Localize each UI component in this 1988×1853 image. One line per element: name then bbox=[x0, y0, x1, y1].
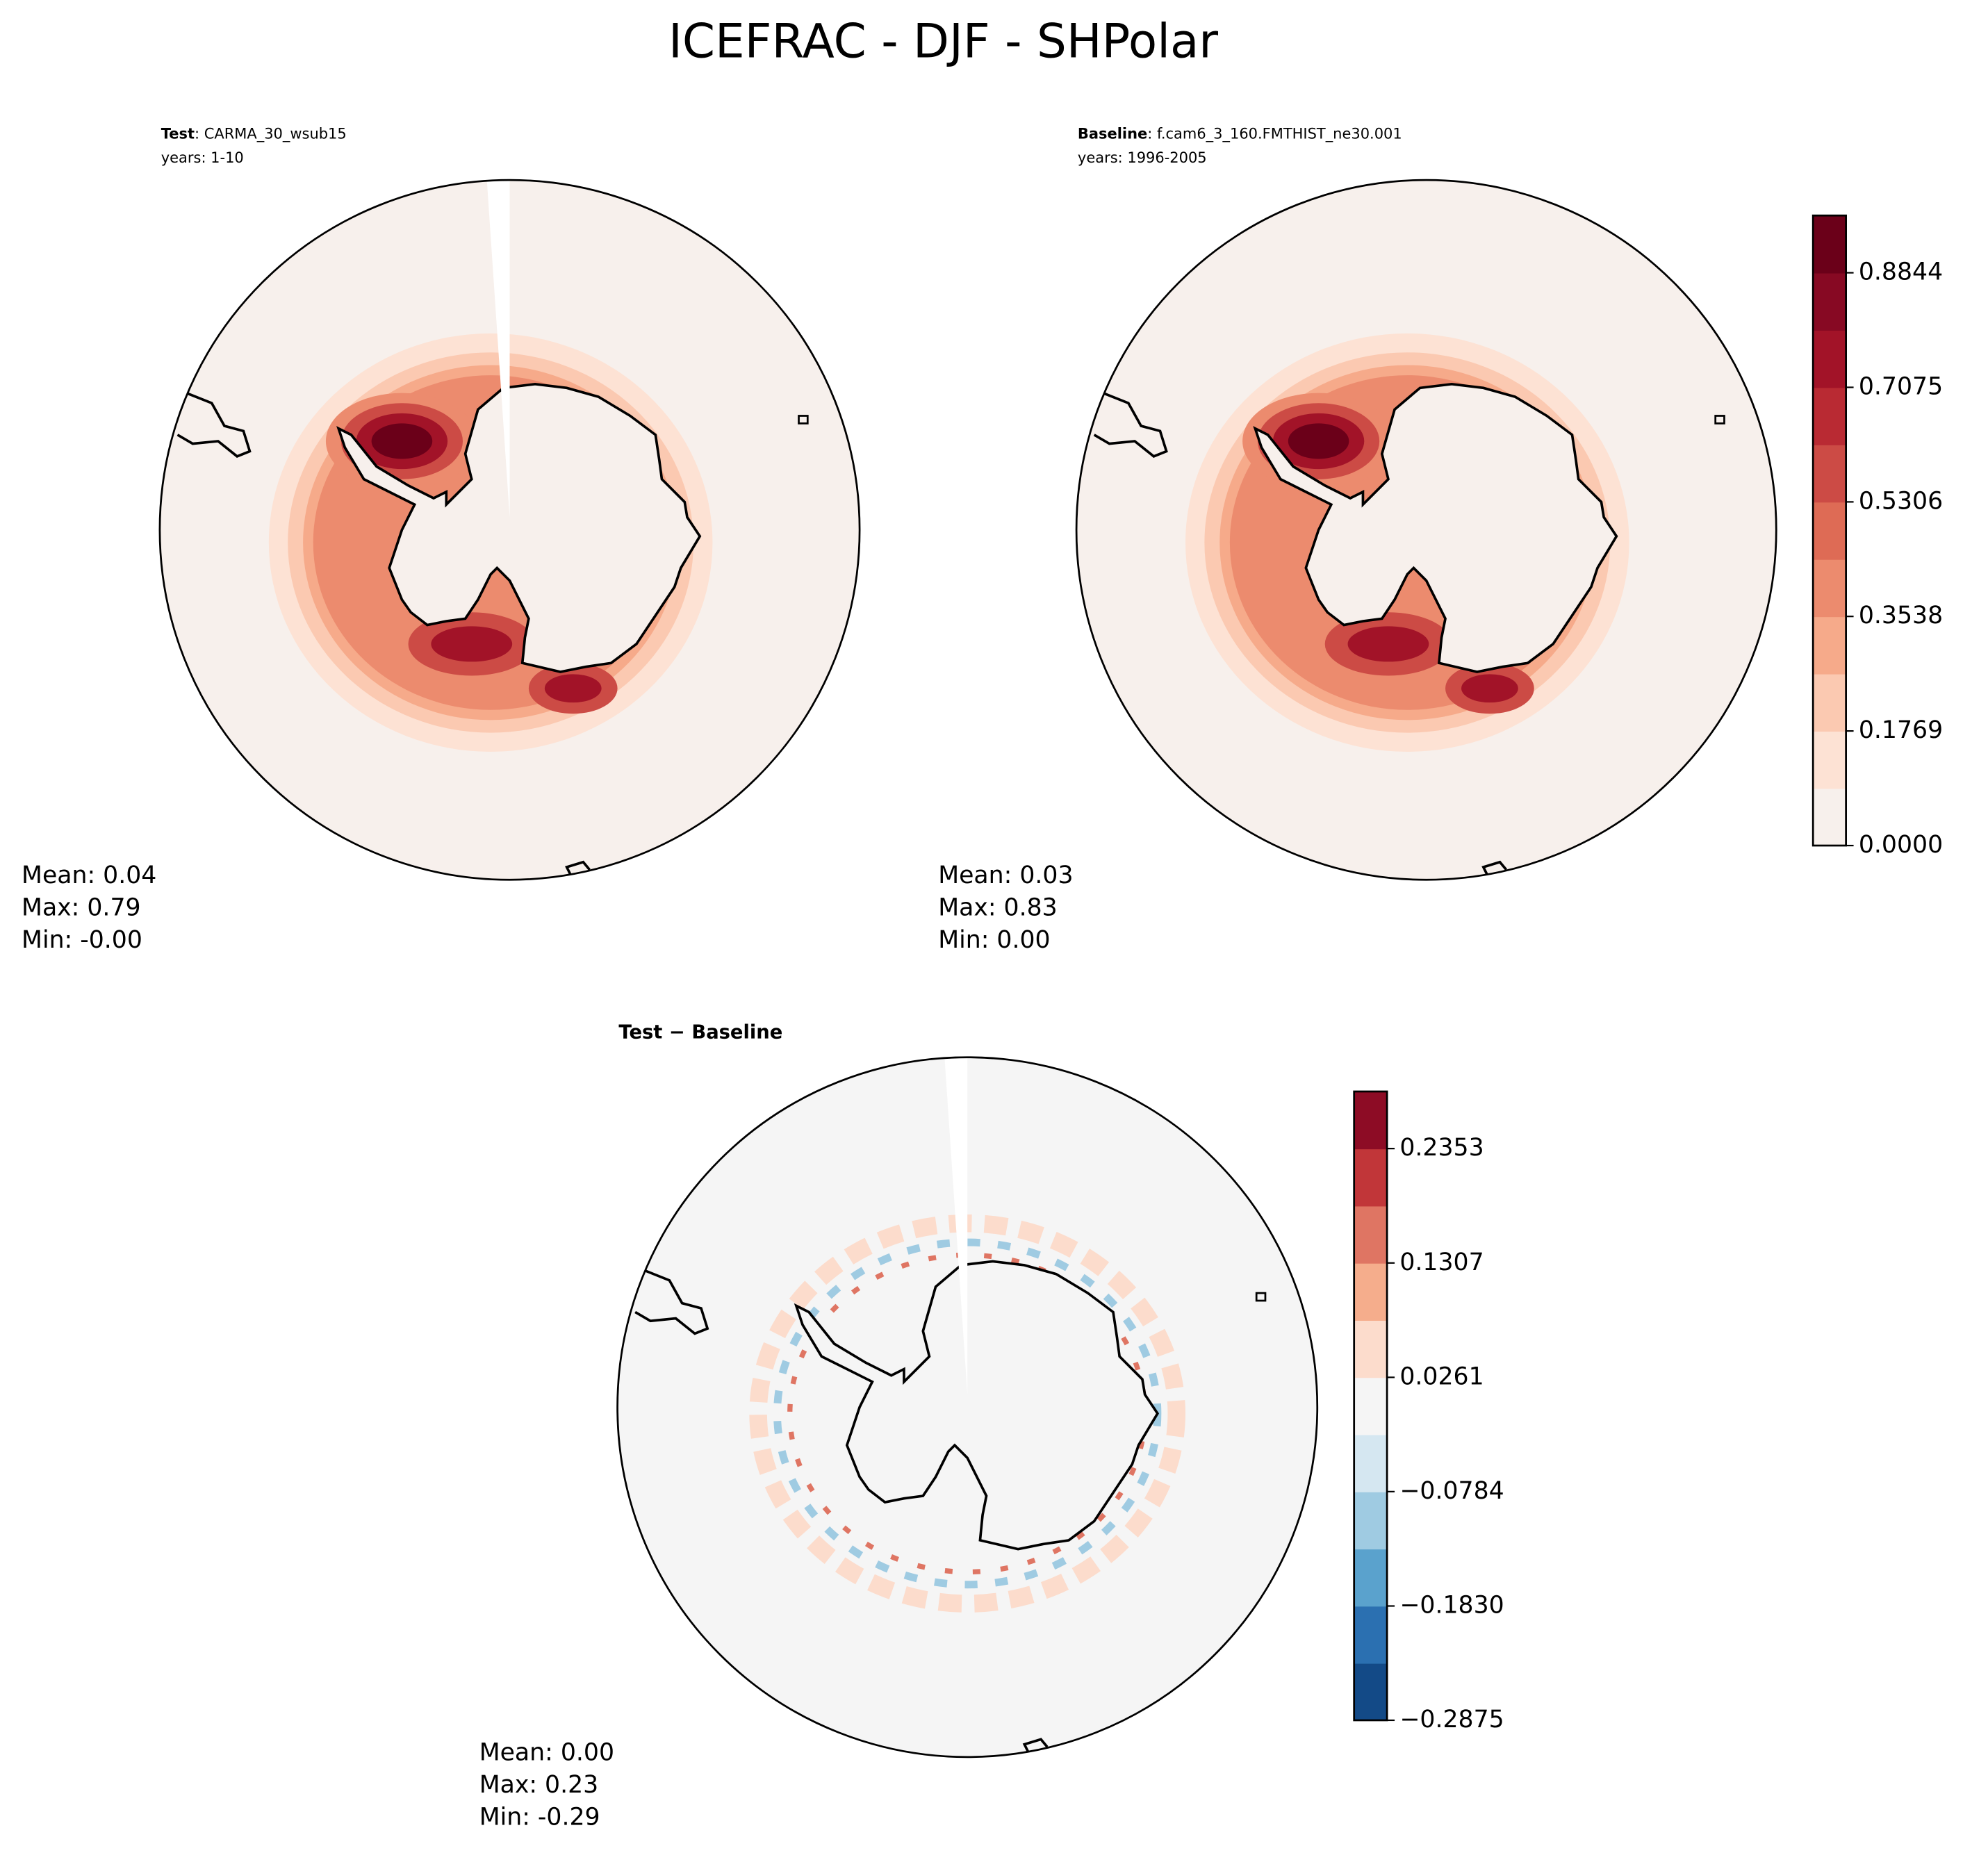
colorbar-band bbox=[1813, 673, 1846, 732]
colorbar-band bbox=[1813, 616, 1846, 675]
island bbox=[1022, 1738, 1049, 1757]
south-america bbox=[1076, 391, 1168, 458]
ice-core bbox=[431, 626, 513, 662]
colorbar-tick-label: 0.3538 bbox=[1859, 602, 1943, 629]
stat-text: Mean: 0.00 bbox=[479, 1738, 614, 1766]
map-boundary bbox=[158, 179, 861, 881]
colorbar-tick-label: 0.1307 bbox=[1399, 1249, 1484, 1276]
continent bbox=[336, 383, 702, 673]
colorbar-frame bbox=[1353, 1090, 1388, 1722]
map-field bbox=[1076, 180, 1777, 880]
panel-title: Test − Baseline bbox=[618, 1022, 782, 1044]
colorbar-band bbox=[1813, 788, 1846, 846]
case-heading: Baseline bbox=[1078, 125, 1147, 142]
stat-text: Min: 0.00 bbox=[938, 926, 1050, 954]
stat-text: Max: 0.23 bbox=[479, 1771, 599, 1799]
colorbar-tick-label: 0.0261 bbox=[1399, 1362, 1484, 1390]
colorbar-band bbox=[1354, 1606, 1388, 1664]
case-name: : CARMA_30_wsub15 bbox=[195, 125, 347, 142]
ice-core bbox=[371, 423, 433, 459]
island bbox=[1255, 1292, 1267, 1302]
colorbar-band bbox=[1354, 1434, 1388, 1492]
stat-text: Mean: 0.03 bbox=[938, 862, 1073, 889]
colorbar-tick-label: 0.8844 bbox=[1859, 258, 1943, 286]
case-name: : f.cam6_3_160.FMTHIST_ne30.001 bbox=[1147, 125, 1402, 142]
colorbar-tick-label: 0.2353 bbox=[1399, 1134, 1484, 1162]
ice-core bbox=[544, 674, 602, 703]
colorbar-band bbox=[1354, 1377, 1388, 1435]
colorbar-tick-label: −0.1830 bbox=[1399, 1591, 1504, 1619]
island bbox=[1714, 415, 1725, 425]
colorbar-tick-label: 0.0000 bbox=[1859, 831, 1943, 859]
island bbox=[798, 415, 809, 425]
colorbar-band bbox=[1813, 559, 1846, 618]
colorbar-tick-label: −0.0784 bbox=[1399, 1477, 1504, 1505]
map-panel: Baseline: f.cam6_3_160.FMTHIST_ne30.001y… bbox=[938, 125, 1777, 954]
stat-text: Max: 0.83 bbox=[938, 893, 1058, 921]
stat-text: Mean: 0.04 bbox=[22, 862, 156, 889]
south-america bbox=[159, 391, 252, 458]
south-america bbox=[617, 1269, 709, 1335]
panel-years: years: 1996-2005 bbox=[1078, 149, 1207, 166]
colorbar-band bbox=[1354, 1663, 1388, 1721]
colorbar-band bbox=[1354, 1091, 1388, 1150]
colorbar-band bbox=[1813, 215, 1846, 274]
map-field bbox=[617, 1057, 1317, 1757]
colorbar-frame bbox=[1812, 214, 1847, 847]
map-field bbox=[159, 180, 860, 880]
colorbar-band bbox=[1813, 272, 1846, 331]
colorbar-tick-label: 0.1769 bbox=[1859, 716, 1943, 744]
colorbar-band bbox=[1813, 444, 1846, 503]
colorbar-band bbox=[1813, 731, 1846, 789]
stat-text: Max: 0.79 bbox=[22, 893, 141, 921]
colorbar-band bbox=[1354, 1262, 1388, 1321]
panel-years: years: 1-10 bbox=[161, 149, 244, 166]
colorbar-band bbox=[1354, 1491, 1388, 1550]
colorbar-band bbox=[1813, 387, 1846, 445]
colorbar-band bbox=[1354, 1148, 1388, 1207]
colorbar-tick-label: 0.5306 bbox=[1859, 487, 1943, 515]
colorbar-tick-label: 0.7075 bbox=[1859, 372, 1943, 400]
map-panel: Test − Baseline Mean: 0.00 Max: 0.23 Min: -… bbox=[479, 1022, 1319, 1831]
data-gap bbox=[486, 180, 510, 518]
colorbar-band bbox=[1813, 330, 1846, 388]
figure-title: ICEFRAC - DJF - SHPolar bbox=[668, 13, 1218, 68]
ice-core bbox=[1288, 423, 1349, 459]
colorbar-band bbox=[1813, 502, 1846, 560]
colorbar: 0.0000 0.1769 0.3538 0.5306 0.7075 0.8844 bbox=[1812, 214, 1943, 859]
map-boundary bbox=[616, 1056, 1319, 1759]
panel-title: Test: CARMA_30_wsub15 bbox=[161, 125, 347, 142]
ice-core bbox=[1347, 626, 1429, 662]
stat-text: Min: -0.29 bbox=[479, 1803, 600, 1831]
panel-title: Baseline: f.cam6_3_160.FMTHIST_ne30.001 bbox=[1078, 125, 1402, 142]
ice-core bbox=[1461, 674, 1518, 703]
island bbox=[1481, 860, 1508, 880]
case-heading: Test bbox=[161, 125, 195, 142]
colorbar-band bbox=[1354, 1320, 1388, 1378]
stat-text: Min: -0.00 bbox=[22, 926, 142, 954]
continent bbox=[1253, 383, 1618, 673]
colorbar-tick-label: −0.2875 bbox=[1399, 1706, 1504, 1733]
colorbar-band bbox=[1354, 1205, 1388, 1264]
colorbar: −0.2875 −0.1830 −0.0784 0.0261 0.1307 0.2353 bbox=[1353, 1090, 1504, 1733]
map-panel: Test: CARMA_30_wsub15 years: 1-10 Mean: 0.… bbox=[22, 125, 861, 954]
map-boundary bbox=[1075, 179, 1777, 881]
colorbar-band bbox=[1354, 1549, 1388, 1607]
island bbox=[565, 860, 591, 880]
continent bbox=[794, 1260, 1160, 1551]
